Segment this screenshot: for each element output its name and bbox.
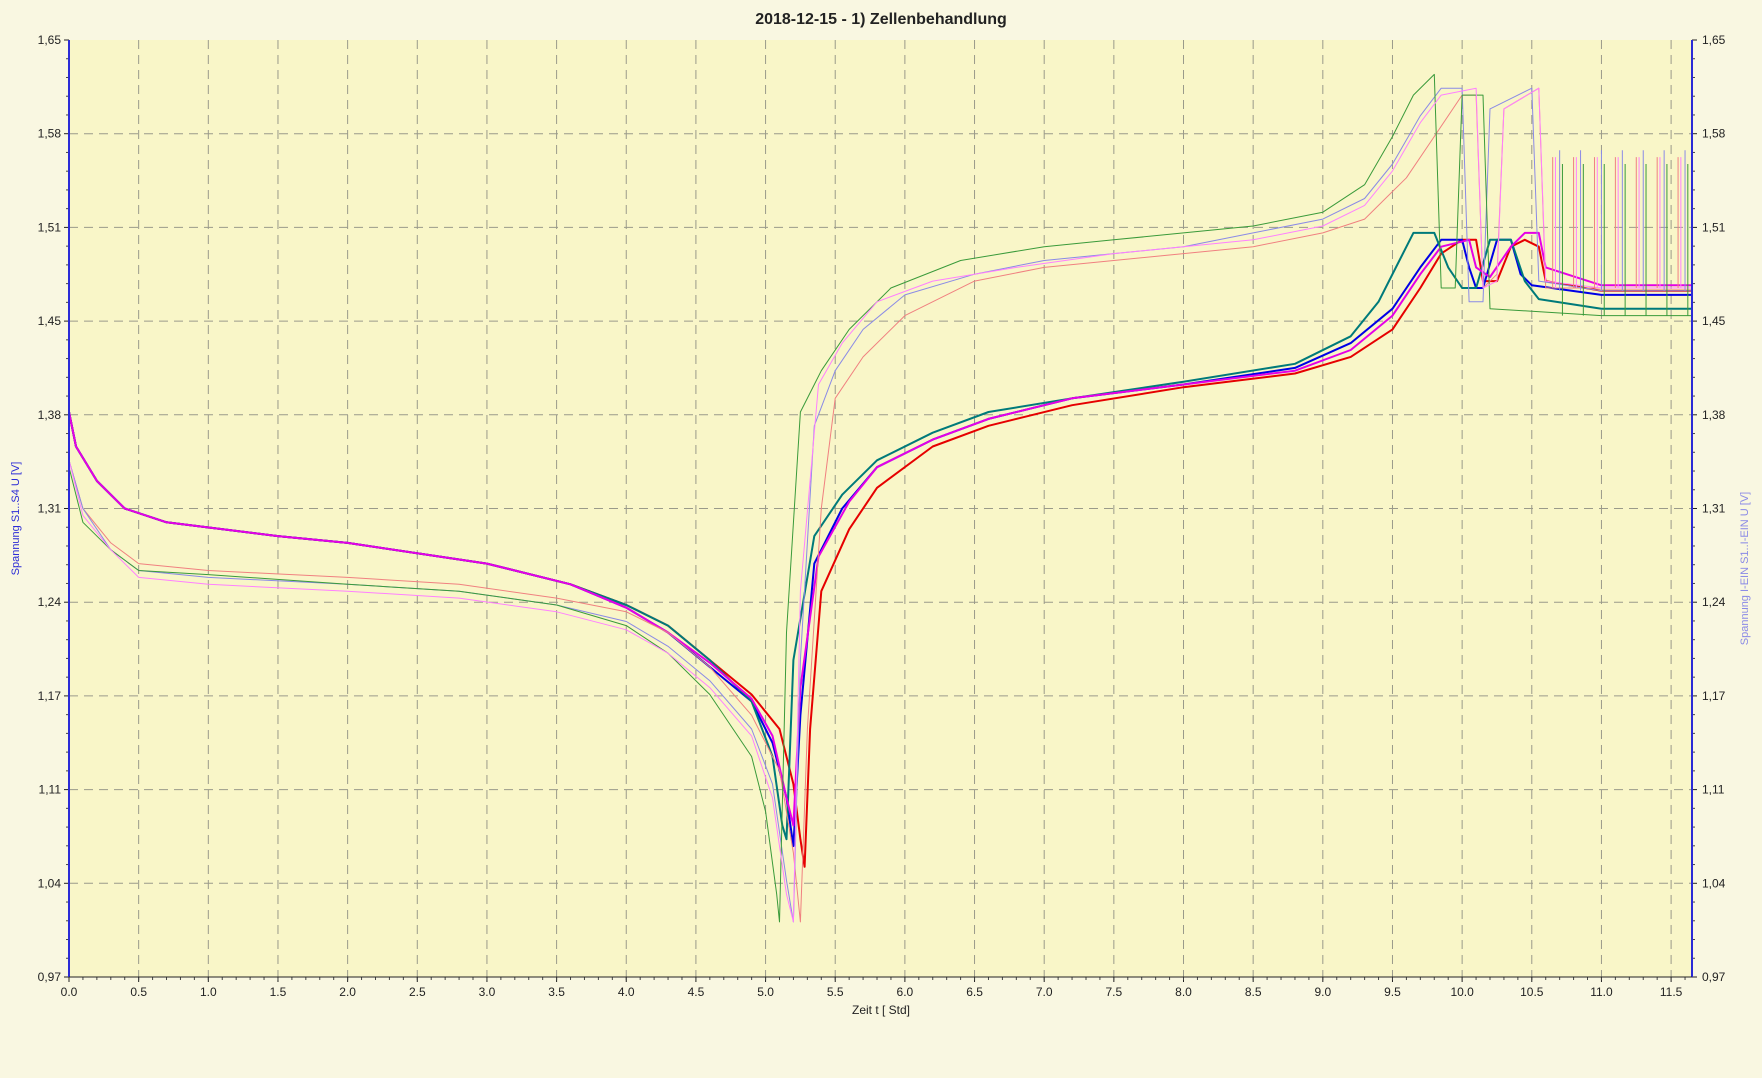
x-tick-label: 11.5 [1660, 985, 1683, 999]
y-tick-label-right: 1,58 [1702, 127, 1726, 141]
x-tick-label: 9.5 [1384, 985, 1401, 999]
y-tick-label-right: 1,17 [1702, 689, 1726, 703]
y-tick-label-right: 1,45 [1702, 314, 1726, 328]
x-tick-label: 10.5 [1520, 985, 1544, 999]
y-tick-label-left: 1,04 [38, 876, 62, 890]
grid [69, 40, 1692, 977]
y-tick-label-right: 1,04 [1702, 876, 1726, 890]
y-tick-label-left: 1,65 [38, 33, 62, 47]
x-tick-label: 4.0 [618, 985, 635, 999]
y-tick-label-right: 1,38 [1702, 408, 1726, 422]
x-tick-label: 6.0 [897, 985, 914, 999]
x-tick-label: 9.0 [1314, 985, 1331, 999]
x-tick-label: 7.0 [1036, 985, 1053, 999]
y-tick-label-left: 1,38 [38, 408, 62, 422]
y-tick-label-left: 0,97 [38, 970, 62, 984]
x-tick-label: 2.5 [409, 985, 426, 999]
x-tick-label: 2.0 [339, 985, 356, 999]
x-tick-label: 7.5 [1106, 985, 1123, 999]
axes: 0.0 0.5 1.0 1.5 2.0 2.5 3.0 3.5 4.0 4.5 5.0 5.5 6.0 6… [38, 33, 1726, 999]
chart-title: 2018-12-15 - 1) Zellenbehandlung [755, 11, 1007, 28]
x-tick-label: 0.0 [61, 985, 78, 999]
y-tick-label-left: 1,45 [38, 314, 62, 328]
x-tick-label: 8.5 [1245, 985, 1262, 999]
y-tick-label-left: 1,31 [38, 502, 62, 516]
y-tick-label-left: 1,24 [38, 595, 62, 609]
x-tick-label: 11.0 [1590, 985, 1613, 999]
y-tick-label-right: 1,11 [1702, 783, 1725, 797]
x-tick-label: 3.5 [548, 985, 565, 999]
series-group [68, 73, 1692, 923]
series-line-4 [68, 231, 1692, 827]
x-tick-label: 5.0 [757, 985, 774, 999]
y-axis-label-left: Spannung S1..S4 U [V] [10, 462, 22, 576]
y-tick-label-left: 1,11 [39, 783, 62, 797]
y-tick-label-right: 1,31 [1702, 502, 1726, 516]
y-tick-label-left: 1,17 [38, 689, 62, 703]
series-line-7 [68, 73, 1692, 923]
x-tick-label: 4.5 [688, 985, 705, 999]
x-tick-label: 6.5 [966, 985, 983, 999]
x-tick-label: 1.0 [200, 985, 217, 999]
x-axis-label: Zeit t [ Std] [852, 1003, 910, 1017]
y-tick-label-right: 1,65 [1702, 33, 1726, 47]
y-tick-label-right: 1,24 [1702, 595, 1726, 609]
y-tick-label-right: 0,97 [1702, 970, 1726, 984]
x-tick-label: 0.5 [130, 985, 147, 999]
series-line-8 [68, 87, 1692, 923]
x-tick-label: 5.5 [827, 985, 844, 999]
y-tick-label-left: 1,51 [38, 220, 62, 234]
x-tick-label: 3.0 [479, 985, 496, 999]
x-tick-label: 10.0 [1450, 985, 1474, 999]
x-tick-label: 1.5 [270, 985, 287, 999]
y-tick-label-left: 1,58 [38, 127, 62, 141]
x-tick-label: 8.0 [1175, 985, 1192, 999]
y-axis-label-right: Spannung I-EIN S1..I-EIN U [V] [1739, 492, 1751, 645]
y-tick-label-right: 1,51 [1702, 220, 1726, 234]
